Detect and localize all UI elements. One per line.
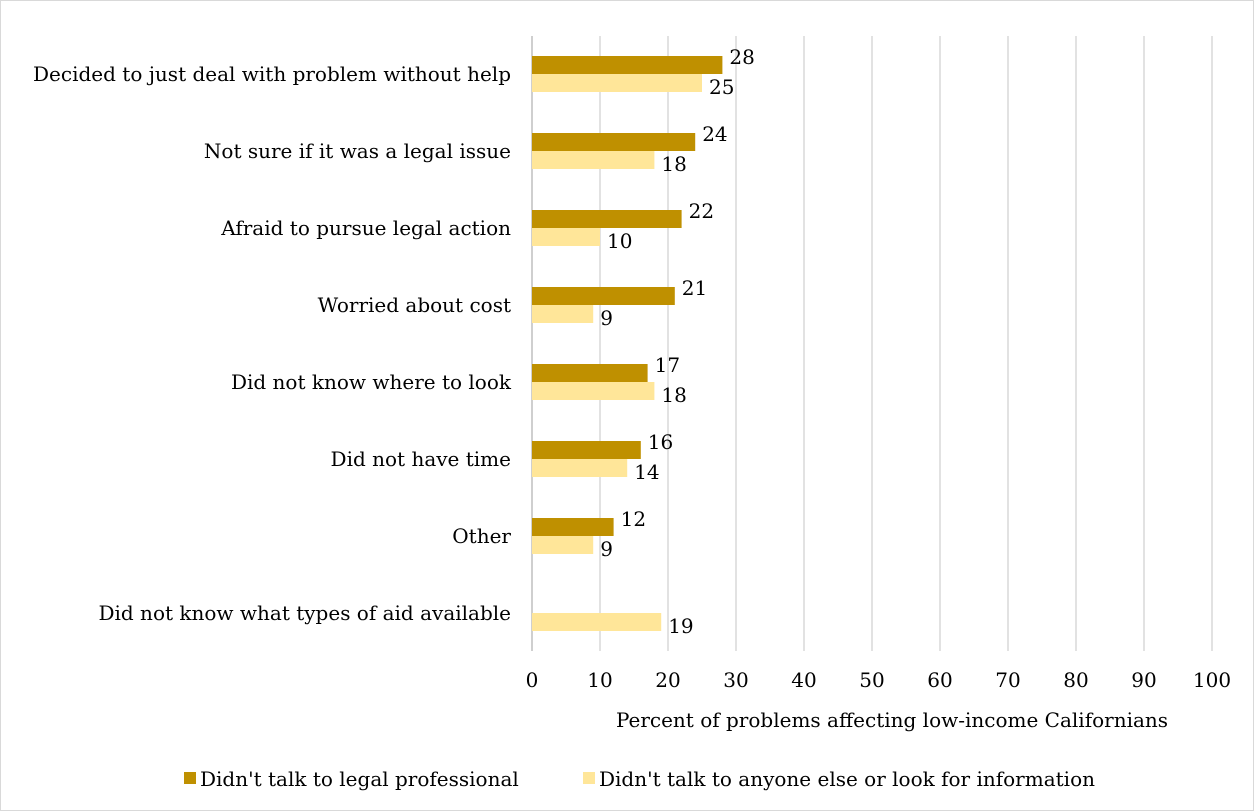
x-tick-label: 20: [655, 668, 680, 692]
x-tick-label: 100: [1193, 668, 1231, 692]
legend-swatch: [184, 772, 196, 784]
bar-anyone-else: [532, 228, 600, 246]
data-label: 9: [600, 537, 613, 561]
bar-legal-professional: [532, 518, 614, 536]
data-label: 17: [655, 353, 680, 377]
category-label: Did not have time: [331, 447, 511, 471]
bar-legal-professional: [532, 364, 648, 382]
x-tick-label: 60: [927, 668, 952, 692]
legend-label: Didn't talk to legal professional: [200, 767, 519, 791]
bar-legal-professional: [532, 133, 696, 151]
x-tick-label: 70: [995, 668, 1020, 692]
legend-swatch: [583, 772, 595, 784]
category-label: Did not know what types of aid available: [98, 601, 511, 625]
bar-anyone-else: [532, 536, 594, 554]
category-label: Not sure if it was a legal issue: [204, 139, 511, 163]
x-tick-label: 40: [791, 668, 816, 692]
legend: Didn't talk to legal professional Didn't …: [184, 767, 1095, 791]
bar-legal-professional: [532, 210, 682, 228]
bar-legal-professional: [532, 441, 641, 459]
bar-anyone-else: [532, 151, 655, 169]
data-label: 10: [607, 229, 632, 253]
data-label: 12: [621, 507, 646, 531]
data-label: 18: [661, 152, 686, 176]
data-label: 24: [702, 122, 727, 146]
bars: [532, 56, 723, 631]
x-tick-label: 10: [587, 668, 612, 692]
category-label: Decided to just deal with problem withou…: [33, 62, 511, 86]
category-label: Afraid to pursue legal action: [220, 216, 511, 240]
x-tick-label: 30: [723, 668, 748, 692]
data-label: 28: [729, 45, 754, 69]
bar-anyone-else: [532, 459, 628, 477]
legend-label: Didn't talk to anyone else or look for i…: [599, 767, 1095, 791]
data-label: 21: [682, 276, 707, 300]
gridlines: [531, 36, 1213, 651]
bar-anyone-else: [532, 305, 594, 323]
data-label: 9: [600, 306, 613, 330]
data-label: 16: [648, 430, 673, 454]
data-label: 22: [689, 199, 714, 223]
x-tick-label: 50: [859, 668, 884, 692]
labels: 0 10 20 30 40 50 60 70 80 90 100 Decided to just de…: [33, 45, 1231, 692]
x-axis-title: Percent of problems affecting low-income…: [616, 708, 1168, 732]
x-tick-label: 90: [1131, 668, 1156, 692]
bar-legal-professional: [532, 56, 723, 74]
bar-anyone-else: [532, 613, 662, 631]
x-tick-label: 0: [526, 668, 539, 692]
category-label: Worried about cost: [318, 293, 511, 317]
data-label: 14: [634, 460, 659, 484]
data-label: 18: [661, 383, 686, 407]
category-label: Did not know where to look: [231, 370, 512, 394]
x-tick-label: 80: [1063, 668, 1088, 692]
data-label: 25: [709, 75, 734, 99]
bar-anyone-else: [532, 74, 702, 92]
bar-anyone-else: [532, 382, 655, 400]
bar-legal-professional: [532, 287, 675, 305]
data-label: 19: [668, 614, 693, 638]
category-label: Other: [452, 524, 511, 548]
